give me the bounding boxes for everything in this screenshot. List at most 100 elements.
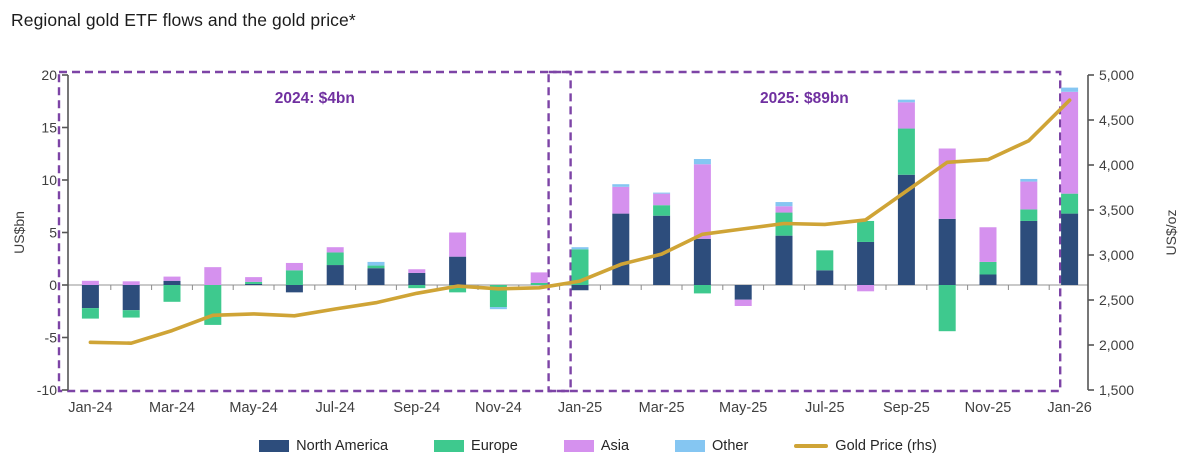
bar-Dec-25-other xyxy=(1020,178,1038,182)
x-axis-label-Sep-24: Sep-24 xyxy=(393,400,440,416)
chart-title: Regional gold ETF flows and the gold pri… xyxy=(11,10,356,30)
bar-Jan-26-other xyxy=(1061,87,1079,92)
bar-Aug-24-other xyxy=(367,261,385,266)
bar-Dec-25-europe xyxy=(1020,209,1038,221)
x-axis-label-Jan-25: Jan-25 xyxy=(558,400,602,416)
bar-Apr-25-europe xyxy=(693,285,711,294)
x-axis-label-May-24: May-24 xyxy=(229,400,277,416)
right-axis-tick-label: 4,000 xyxy=(1099,157,1134,173)
bar-Oct-25-europe xyxy=(938,285,956,332)
legend-item-other: Other xyxy=(675,438,748,454)
right-axis-tick-label: 1,500 xyxy=(1099,382,1134,398)
left-axis-tick-label: 20 xyxy=(41,67,57,83)
bar-Nov-25-europe xyxy=(979,261,997,275)
bar-Dec-25-asia xyxy=(1020,181,1038,210)
left-axis-tick-label: -5 xyxy=(45,330,58,346)
right-axis-title: US$/oz xyxy=(1163,210,1179,256)
annotation-2024: 2024: $4bn xyxy=(275,90,355,107)
bar-Nov-24-other xyxy=(489,307,507,310)
legend-swatch xyxy=(434,440,465,452)
legend-line-swatch xyxy=(794,444,829,448)
bar-Sep-24-europe xyxy=(408,285,426,289)
bar-Dec-24-asia xyxy=(530,272,548,283)
bar-May-25-asia xyxy=(734,299,752,306)
bar-Jan-25-other xyxy=(571,247,589,250)
bar-Nov-25-asia xyxy=(979,227,997,262)
bar-Nov-24-europe xyxy=(489,285,507,308)
x-axis-label-Sep-25: Sep-25 xyxy=(883,400,930,416)
bar-Feb-25-north-america xyxy=(612,213,630,285)
legend-label: North America xyxy=(296,438,389,454)
bar-Jan-24-asia xyxy=(81,280,99,285)
legend-swatch xyxy=(563,440,594,452)
x-axis-label-Nov-24: Nov-24 xyxy=(475,400,522,416)
bar-Sep-24-asia xyxy=(408,269,426,273)
legend-label: Europe xyxy=(471,438,518,454)
bar-Jan-25-europe xyxy=(571,249,589,285)
right-axis-tick-label: 3,500 xyxy=(1099,202,1134,218)
bar-Jul-25-north-america xyxy=(816,270,834,285)
x-axis-label-May-25: May-25 xyxy=(719,400,767,416)
bar-Feb-24-europe xyxy=(122,310,140,318)
bar-Aug-24-north-america xyxy=(367,268,385,285)
x-axis-label-Jul-24: Jul-24 xyxy=(315,400,355,416)
bar-Mar-25-other xyxy=(653,192,671,194)
bar-May-25-north-america xyxy=(734,285,752,300)
bar-Jan-26-asia xyxy=(1061,91,1079,194)
bar-Jul-24-north-america xyxy=(326,265,344,285)
bar-Mar-24-north-america xyxy=(163,280,181,285)
bar-Feb-24-asia xyxy=(122,281,140,285)
legend-label: Asia xyxy=(600,438,630,454)
left-axis-tick-label: 5 xyxy=(49,225,57,241)
bar-Jul-24-europe xyxy=(326,252,344,266)
bar-Jun-24-asia xyxy=(285,262,303,271)
bar-Jan-26-europe xyxy=(1061,193,1079,214)
bar-Jan-25-north-america xyxy=(571,285,589,291)
bar-Dec-24-europe xyxy=(530,282,548,285)
x-axis-label-Jul-25: Jul-25 xyxy=(805,400,845,416)
bar-May-24-europe xyxy=(245,281,263,284)
legend-label: Gold Price (rhs) xyxy=(835,438,937,454)
legend-item-asia: Asia xyxy=(563,438,630,454)
bar-Apr-25-other xyxy=(693,159,711,165)
left-axis-title: US$bn xyxy=(11,211,27,254)
bar-Apr-25-north-america xyxy=(693,238,711,285)
right-axis-tick-label: 3,000 xyxy=(1099,247,1134,263)
bar-Sep-25-europe xyxy=(897,128,915,175)
left-axis-tick-label: -10 xyxy=(37,382,57,398)
bar-Oct-24-north-america xyxy=(449,256,467,285)
left-axis-tick-label: 0 xyxy=(49,277,57,293)
left-axis-tick-label: 15 xyxy=(41,120,57,136)
bar-Jan-26-north-america xyxy=(1061,213,1079,285)
gold-etf-flows-chart: 2024: $4bn 2025: $89bn 20 15 10 5 0 -5 -10 US$bn 5… xyxy=(11,67,1179,416)
bar-Apr-25-asia xyxy=(693,164,711,239)
bar-Jun-24-europe xyxy=(285,270,303,285)
bar-Feb-25-asia xyxy=(612,186,630,214)
legend-swatch xyxy=(259,440,290,452)
x-axis-label-Mar-24: Mar-24 xyxy=(149,400,195,416)
dashed-box-2025 xyxy=(547,70,1062,393)
right-axis-tick-label: 2,000 xyxy=(1099,337,1134,353)
legend-item-gold-price: Gold Price (rhs) xyxy=(794,438,937,454)
bar-Mar-25-asia xyxy=(653,193,671,206)
dashed-box-2024 xyxy=(57,70,572,393)
bar-Mar-24-asia xyxy=(163,276,181,281)
bar-Jan-24-north-america xyxy=(81,285,99,309)
right-axis-tick-label: 2,500 xyxy=(1099,292,1134,308)
bar-Jul-24-asia xyxy=(326,247,344,253)
legend-item-europe: Europe xyxy=(434,438,518,454)
bar-Sep-25-north-america xyxy=(897,174,915,285)
legend-label: Other xyxy=(712,438,749,454)
right-axis-tick-label: 5,000 xyxy=(1099,67,1134,83)
bar-Aug-25-north-america xyxy=(857,241,875,285)
x-axis-label-Jan-24: Jan-24 xyxy=(68,400,112,416)
bar-Dec-25-north-america xyxy=(1020,220,1038,285)
bar-Feb-25-other xyxy=(612,184,630,187)
bar-Mar-25-north-america xyxy=(653,215,671,285)
bar-Sep-25-other xyxy=(897,99,915,103)
bar-May-24-asia xyxy=(245,277,263,282)
bar-May-24-north-america xyxy=(245,283,263,285)
bar-Oct-24-asia xyxy=(449,232,467,257)
bar-Jun-25-north-america xyxy=(775,235,793,285)
x-axis-label-Mar-25: Mar-25 xyxy=(639,400,685,416)
